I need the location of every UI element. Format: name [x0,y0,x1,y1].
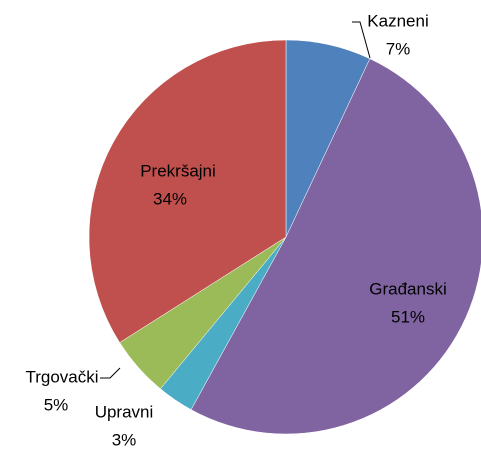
leader-line [352,21,371,59]
leader-line [100,367,121,379]
slice-label: Građanski [369,279,446,298]
pie-slice [88,39,287,343]
value-label: 5% [44,395,69,414]
slices [88,39,481,435]
slice-label: Trgovački [25,367,98,386]
slice-label: Kazneni [367,11,428,30]
slice-label: Upravni [95,402,154,421]
slice-label: Prekršajni [140,161,216,180]
value-label: 34% [153,189,187,208]
pie-slice [190,58,481,435]
value-label: 51% [391,307,425,326]
value-label: 3% [112,430,137,449]
value-label: 7% [386,39,411,58]
